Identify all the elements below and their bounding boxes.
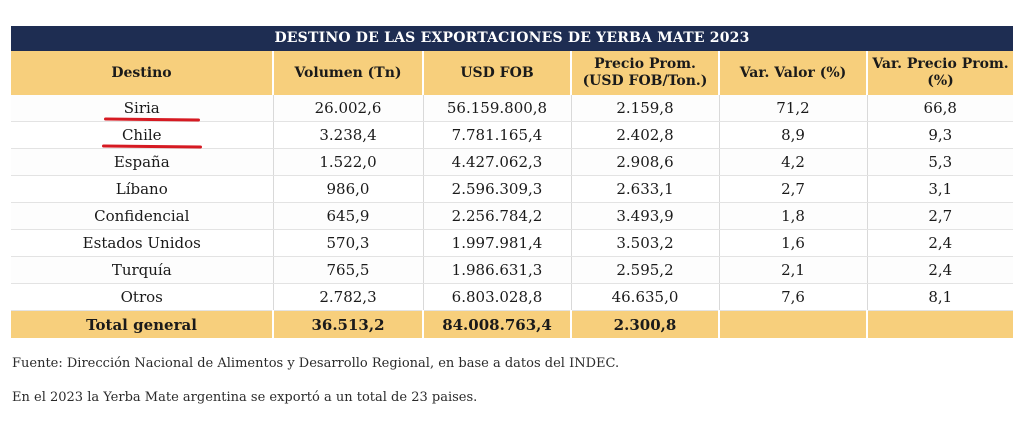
- cell-volumen: 986,0: [273, 175, 424, 203]
- cell-var-precio: 5,3: [867, 148, 1013, 176]
- highlighted-destination: Siria: [103, 99, 200, 122]
- cell-destino: Estados Unidos: [11, 229, 274, 257]
- cell-usd-fob: 4.427.062,3: [423, 148, 572, 176]
- cell-destino: Chile: [11, 121, 274, 149]
- cell-var-precio: 8,1: [867, 283, 1013, 311]
- cell-destino: Líbano: [11, 175, 274, 203]
- cell-volumen: 2.782,3: [273, 283, 424, 311]
- cell-usd-fob: 2.596.309,3: [423, 175, 572, 203]
- cell-var-valor: 8,9: [719, 121, 868, 149]
- cell-var-valor: 7,6: [719, 283, 868, 311]
- col-header-usd-fob: USD FOB: [423, 51, 572, 95]
- table-row: Chile 3.238,4 7.781.165,4 2.402,8 8,9 9,3: [11, 121, 1013, 149]
- cell-volumen: 26.002,6: [273, 95, 424, 122]
- cell-precio-prom: 2.159,8: [571, 95, 720, 122]
- cell-usd-fob: 7.781.165,4: [423, 121, 572, 149]
- cell-var-valor: 71,2: [719, 95, 868, 122]
- table-row: Confidencial 645,9 2.256.784,2 3.493,9 1,8 2,…: [11, 202, 1013, 230]
- total-cell-var-valor: [719, 310, 868, 338]
- cell-destino: Siria: [11, 95, 274, 122]
- total-cell-volumen: 36.513,2: [273, 310, 424, 338]
- cell-usd-fob: 1.986.631,3: [423, 256, 572, 284]
- col-header-precio-prom: Precio Prom. (USD FOB/Ton.): [571, 51, 720, 95]
- highlighted-destination: Chile: [101, 126, 202, 149]
- col-header-destino: Destino: [11, 51, 274, 95]
- cell-destino: Confidencial: [11, 202, 274, 230]
- cell-precio-prom: 46.635,0: [571, 283, 720, 311]
- cell-usd-fob: 56.159.800,8: [423, 95, 572, 122]
- exports-data-table: Destino Volumen (Tn) USD FOB Precio Prom…: [11, 51, 1013, 338]
- table-row: Turquía 765,5 1.986.631,3 2.595,2 2,1 2,4: [11, 256, 1013, 284]
- cell-var-valor: 2,1: [719, 256, 868, 284]
- cell-var-precio: 2,7: [867, 202, 1013, 230]
- cell-var-valor: 4,2: [719, 148, 868, 176]
- cell-var-precio: 66,8: [867, 95, 1013, 122]
- table-row: Estados Unidos 570,3 1.997.981,4 3.503,2 1,6…: [11, 229, 1013, 257]
- cell-precio-prom: 3.493,9: [571, 202, 720, 230]
- cell-var-valor: 2,7: [719, 175, 868, 203]
- exports-note: En el 2023 la Yerba Mate argentina se ex…: [12, 390, 478, 405]
- col-header-var-precio: Var. Precio Prom. (%): [867, 51, 1013, 95]
- total-cell-var-precio: [867, 310, 1013, 338]
- cell-var-precio: 2,4: [867, 256, 1013, 284]
- cell-volumen: 1.522,0: [273, 148, 424, 176]
- cell-volumen: 570,3: [273, 229, 424, 257]
- table-row: Siria 26.002,6 56.159.800,8 2.159,8 71,2 66,8: [11, 95, 1013, 122]
- cell-usd-fob: 2.256.784,2: [423, 202, 572, 230]
- table-title: DESTINO DE LAS EXPORTACIONES DE YERBA MA…: [11, 26, 1013, 51]
- table-row: Otros 2.782,3 6.803.028,8 46.635,0 7,6 8,1: [11, 283, 1013, 311]
- cell-destino: España: [11, 148, 274, 176]
- cell-precio-prom: 3.503,2: [571, 229, 720, 257]
- cell-usd-fob: 6.803.028,8: [423, 283, 572, 311]
- cell-var-valor: 1,6: [719, 229, 868, 257]
- cell-usd-fob: 1.997.981,4: [423, 229, 572, 257]
- cell-volumen: 645,9: [273, 202, 424, 230]
- exports-table: DESTINO DE LAS EXPORTACIONES DE YERBA MA…: [11, 26, 1013, 338]
- cell-volumen: 3.238,4: [273, 121, 424, 149]
- source-note: Fuente: Dirección Nacional de Alimentos …: [12, 356, 620, 371]
- cell-var-precio: 3,1: [867, 175, 1013, 203]
- cell-precio-prom: 2.633,1: [571, 175, 720, 203]
- header-row: Destino Volumen (Tn) USD FOB Precio Prom…: [11, 51, 1013, 95]
- cell-destino: Otros: [11, 283, 274, 311]
- total-cell-precio-prom: 2.300,8: [571, 310, 720, 338]
- total-cell-destino: Total general: [11, 310, 274, 338]
- total-row: Total general 36.513,2 84.008.763,4 2.300,8: [11, 310, 1013, 338]
- col-header-var-valor: Var. Valor (%): [719, 51, 868, 95]
- total-cell-usd-fob: 84.008.763,4: [423, 310, 572, 338]
- cell-destino: Turquía: [11, 256, 274, 284]
- cell-var-valor: 1,8: [719, 202, 868, 230]
- col-header-volumen: Volumen (Tn): [273, 51, 424, 95]
- cell-volumen: 765,5: [273, 256, 424, 284]
- cell-precio-prom: 2.595,2: [571, 256, 720, 284]
- cell-var-precio: 9,3: [867, 121, 1013, 149]
- cell-var-precio: 2,4: [867, 229, 1013, 257]
- cell-precio-prom: 2.402,8: [571, 121, 720, 149]
- table-row: España 1.522,0 4.427.062,3 2.908,6 4,2 5,3: [11, 148, 1013, 176]
- table-row: Líbano 986,0 2.596.309,3 2.633,1 2,7 3,1: [11, 175, 1013, 203]
- cell-precio-prom: 2.908,6: [571, 148, 720, 176]
